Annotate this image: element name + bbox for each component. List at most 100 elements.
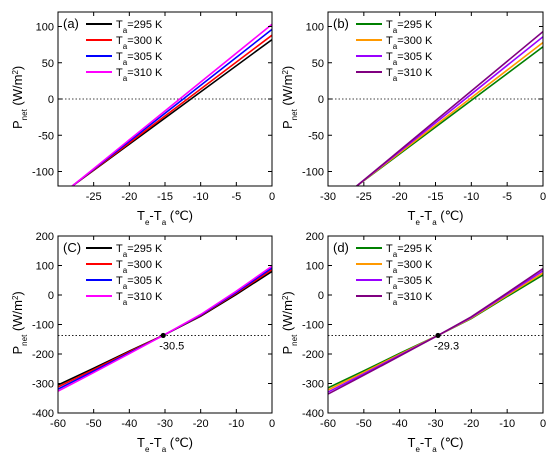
y-tick-label: 100 [36, 261, 54, 273]
legend-label: Ta=300 K [116, 259, 163, 275]
x-tick-label: -10 [228, 418, 244, 430]
x-axis-label: Te-Ta (℃) [408, 435, 464, 454]
plot-frame [327, 235, 544, 414]
legend-label: Ta=310 K [116, 291, 163, 307]
x-tick-label: -20 [463, 418, 479, 430]
crossing-point-label: -29.3 [434, 340, 459, 352]
x-tick-label: 0 [269, 191, 275, 203]
x-tick-label: -50 [356, 418, 372, 430]
x-tick-label: -30 [320, 191, 336, 203]
legend-label: Ta=310 K [116, 67, 163, 83]
x-axis-label: Te-Ta (℃) [137, 435, 193, 454]
y-tick-label: 100 [306, 22, 324, 34]
legend: Ta=295 KTa=300 KTa=305 KTa=310 K [86, 19, 163, 83]
legend-label: Ta=310 K [386, 291, 433, 307]
x-axis-label: Te-Ta (℃) [137, 208, 193, 227]
series-group [58, 265, 272, 392]
y-tick-label: 0 [318, 290, 324, 302]
y-tick-label: 50 [312, 58, 324, 70]
y-tick-label: -200 [32, 349, 54, 361]
legend: Ta=295 KTa=300 KTa=305 KTa=310 K [356, 19, 433, 83]
x-tick-label: -60 [320, 418, 336, 430]
plot-frame [57, 235, 273, 414]
y-tick-label: 200 [306, 231, 324, 243]
y-tick-label: -100 [302, 320, 324, 332]
series-line-4 [356, 30, 543, 186]
y-tick-label: -200 [302, 349, 324, 361]
x-tick-label: 0 [540, 418, 546, 430]
crossing-point-label: -30.5 [159, 340, 184, 352]
x-tick-label: -5 [502, 191, 512, 203]
x-tick-label: -10 [499, 418, 515, 430]
y-axis-label: Pnet (W/m2) [10, 291, 29, 354]
panel-label: (C) [63, 240, 81, 255]
x-tick-label: -20 [121, 191, 137, 203]
legend-label: Ta=300 K [116, 35, 163, 51]
y-axis-label: Pnet (W/m2) [280, 291, 299, 354]
x-tick-label: -25 [86, 191, 102, 203]
y-tick-label: 100 [306, 261, 324, 273]
legend-label: Ta=300 K [386, 35, 433, 51]
x-tick-label: -15 [428, 191, 444, 203]
series-group [328, 268, 543, 395]
legend-label: Ta=305 K [116, 275, 163, 291]
legend-label: Ta=300 K [386, 259, 433, 275]
y-tick-label: -100 [302, 167, 324, 179]
x-tick-label: -5 [231, 191, 241, 203]
x-tick-label: -40 [121, 418, 137, 430]
legend-label: Ta=295 K [386, 243, 433, 259]
x-tick-label: -10 [463, 191, 479, 203]
x-tick-label: -60 [50, 418, 66, 430]
series-line-4 [71, 23, 272, 186]
legend-label: Ta=295 K [116, 19, 163, 35]
x-tick-label: 0 [540, 191, 546, 203]
panel-label: (a) [63, 16, 79, 31]
legend: Ta=295 KTa=300 KTa=305 KTa=310 K [356, 243, 433, 307]
x-tick-label: -25 [356, 191, 372, 203]
y-tick-label: 50 [42, 58, 54, 70]
x-tick-label: -50 [86, 418, 102, 430]
legend-label: Ta=295 K [386, 19, 433, 35]
y-tick-label: -300 [302, 379, 324, 391]
y-tick-label: 200 [36, 231, 54, 243]
crossing-point-marker [435, 332, 441, 339]
y-tick-label: 0 [48, 94, 54, 106]
series-group [356, 30, 543, 186]
y-tick-label: -50 [308, 130, 324, 142]
chart-panel-4: -29.3-60 -50 -40 -30 -20 -10 0-400-300-200-100… [280, 231, 546, 454]
y-tick-label: 0 [318, 94, 324, 106]
x-tick-label: -40 [392, 418, 408, 430]
chart-panel-3: -30.5-60 -50 -40 -30 -20 -10 0-400-300-200-100… [10, 231, 275, 454]
legend-label: Ta=305 K [386, 275, 433, 291]
legend: Ta=295 KTa=300 KTa=305 KTa=310 K [86, 243, 163, 307]
y-tick-label: -400 [32, 408, 54, 420]
x-tick-label: -30 [428, 418, 444, 430]
crossing-point-marker [160, 332, 166, 339]
x-axis-label: Te-Ta (℃) [408, 208, 464, 227]
y-tick-label: -50 [38, 130, 54, 142]
y-axis-label: Pnet (W/m2) [280, 66, 299, 129]
y-tick-label: -100 [32, 320, 54, 332]
panel-label: (d) [333, 240, 349, 255]
x-tick-label: -10 [193, 191, 209, 203]
panel-label: (b) [333, 16, 349, 31]
legend-label: Ta=305 K [116, 51, 163, 67]
x-tick-label: -20 [193, 418, 209, 430]
legend-label: Ta=310 K [386, 67, 433, 83]
x-tick-label: -20 [392, 191, 408, 203]
x-tick-label: -30 [157, 418, 173, 430]
series-group [71, 23, 272, 186]
y-axis-label: Pnet (W/m2) [10, 66, 29, 129]
y-tick-label: 100 [36, 22, 54, 34]
y-tick-label: -100 [32, 167, 54, 179]
y-tick-label: -300 [32, 379, 54, 391]
y-tick-label: -400 [302, 408, 324, 420]
legend-label: Ta=295 K [116, 243, 163, 259]
x-tick-label: -15 [157, 191, 173, 203]
x-tick-label: 0 [269, 418, 275, 430]
y-tick-label: 0 [48, 290, 54, 302]
legend-label: Ta=305 K [386, 51, 433, 67]
